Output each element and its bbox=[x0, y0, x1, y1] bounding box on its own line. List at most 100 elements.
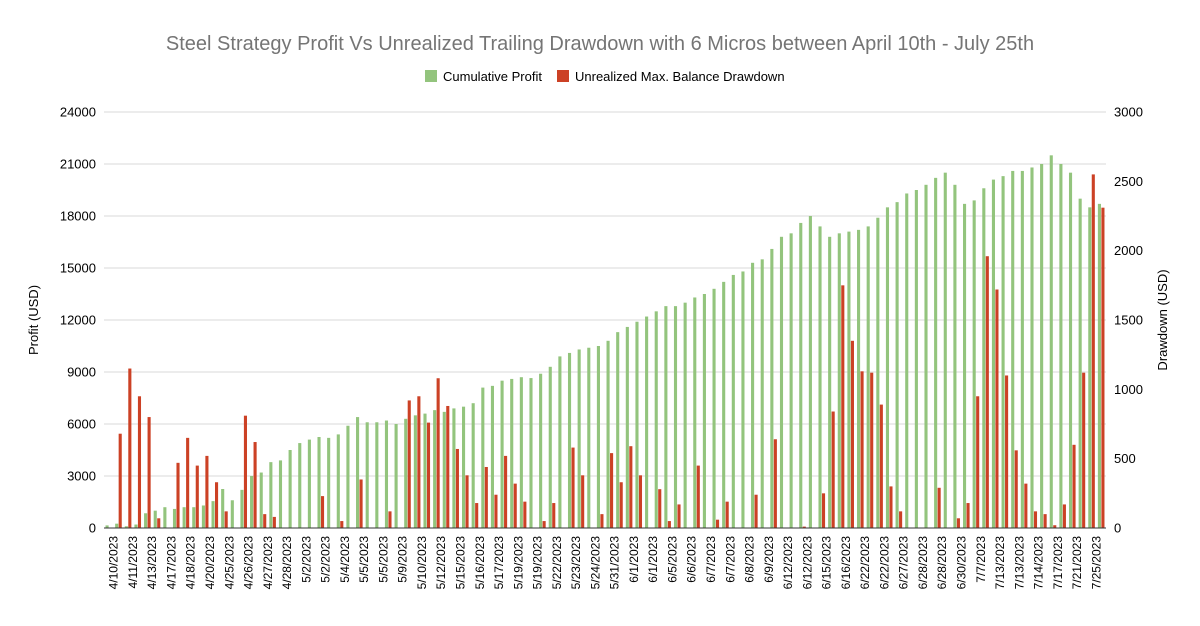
x-tick-label: 7/13/2023 bbox=[993, 536, 1007, 590]
bar-cumulative-profit bbox=[1068, 172, 1073, 528]
x-tick-label: 5/5/2023 bbox=[357, 536, 371, 583]
y-tick-label: 12000 bbox=[60, 313, 96, 328]
y-tick-label: 24000 bbox=[60, 105, 96, 120]
bar-drawdown bbox=[610, 453, 614, 528]
x-tick-label: 6/12/2023 bbox=[781, 536, 795, 590]
x-tick-label: 5/19/2023 bbox=[531, 536, 545, 590]
bar-cumulative-profit bbox=[144, 513, 148, 528]
bar-drawdown bbox=[128, 368, 132, 528]
x-tick-label: 6/27/2023 bbox=[897, 536, 911, 590]
bar-cumulative-profit bbox=[481, 387, 485, 528]
bar-drawdown bbox=[667, 521, 671, 528]
bar-drawdown bbox=[571, 447, 575, 528]
bar-drawdown bbox=[870, 372, 874, 528]
bar-cumulative-profit bbox=[876, 217, 880, 528]
bar-cumulative-profit bbox=[722, 281, 726, 528]
legend-swatch-cumulative-profit bbox=[425, 70, 437, 82]
bar-drawdown bbox=[677, 504, 681, 528]
bar-cumulative-profit bbox=[298, 443, 302, 528]
bar-cumulative-profit bbox=[365, 422, 369, 528]
bar-drawdown bbox=[976, 396, 980, 528]
bar-drawdown bbox=[831, 411, 835, 528]
bar-drawdown bbox=[513, 483, 517, 528]
chart-title: Steel Strategy Profit Vs Unrealized Trai… bbox=[166, 33, 1034, 55]
bar-drawdown bbox=[995, 289, 999, 528]
x-tick-label: 7/13/2023 bbox=[1012, 536, 1026, 590]
bar-cumulative-profit bbox=[163, 507, 167, 528]
y-tick-label: 21000 bbox=[60, 157, 96, 172]
y-tick-label: 6000 bbox=[67, 417, 96, 432]
x-tick-label: 7/17/2023 bbox=[1051, 536, 1065, 590]
bar-cumulative-profit bbox=[317, 437, 321, 528]
bar-drawdown bbox=[600, 514, 604, 528]
bar-cumulative-profit bbox=[741, 271, 745, 528]
bar-drawdown bbox=[552, 503, 556, 528]
bar-drawdown bbox=[1072, 444, 1076, 528]
bar-cumulative-profit bbox=[1020, 170, 1024, 528]
bar-cumulative-profit bbox=[683, 302, 687, 528]
bar-cumulative-profit bbox=[230, 500, 234, 528]
legend: Cumulative Profit Unrealized Max. Balanc… bbox=[425, 69, 785, 84]
x-tick-label: 5/15/2023 bbox=[454, 536, 468, 590]
bar-cumulative-profit bbox=[616, 332, 620, 528]
bar-cumulative-profit bbox=[394, 424, 398, 528]
x-tick-label: 7/14/2023 bbox=[1032, 536, 1046, 590]
bar-cumulative-profit bbox=[779, 236, 784, 529]
y2-tick-label: 0 bbox=[1114, 521, 1121, 536]
bar-drawdown bbox=[494, 494, 498, 528]
y-tick-label: 9000 bbox=[67, 365, 96, 380]
bar-cumulative-profit bbox=[278, 460, 283, 528]
x-tick-label: 4/25/2023 bbox=[222, 536, 236, 590]
bar-cumulative-profit bbox=[866, 226, 870, 528]
bar-cumulative-profit bbox=[490, 385, 495, 528]
x-tick-label: 7/21/2023 bbox=[1070, 536, 1084, 590]
bar-drawdown bbox=[985, 256, 989, 528]
bar-drawdown bbox=[186, 437, 190, 528]
x-tick-label: 5/17/2023 bbox=[492, 536, 506, 590]
x-tick-label: 4/20/2023 bbox=[203, 536, 217, 590]
x-tick-label: 5/10/2023 bbox=[415, 536, 429, 590]
legend-label-drawdown: Unrealized Max. Balance Drawdown bbox=[575, 69, 785, 84]
bar-drawdown bbox=[889, 486, 893, 528]
x-tick-label: 7/7/2023 bbox=[974, 536, 988, 583]
x-tick-label: 6/16/2023 bbox=[839, 536, 853, 590]
bar-drawdown bbox=[1101, 207, 1105, 528]
bar-drawdown bbox=[715, 519, 720, 528]
y2-axis-title: Drawdown (USD) bbox=[1155, 269, 1170, 370]
bar-drawdown bbox=[205, 455, 209, 528]
bar-cumulative-profit bbox=[510, 378, 514, 528]
bar-drawdown bbox=[754, 494, 758, 528]
bar-cumulative-profit bbox=[250, 476, 254, 528]
bar-cumulative-profit bbox=[182, 507, 186, 528]
bar-cumulative-profit bbox=[645, 316, 649, 528]
bar-drawdown bbox=[1053, 525, 1057, 528]
x-tick-label: 5/31/2023 bbox=[608, 536, 622, 590]
x-tick-label: 6/15/2023 bbox=[820, 536, 834, 590]
y2-tick-label: 2500 bbox=[1114, 174, 1143, 189]
bar-cumulative-profit bbox=[808, 216, 812, 528]
bar-cumulative-profit bbox=[982, 188, 986, 528]
bar-drawdown bbox=[475, 503, 479, 528]
x-tick-label: 6/22/2023 bbox=[858, 536, 872, 590]
y2-tick-label: 1500 bbox=[1114, 313, 1143, 328]
bar-cumulative-profit bbox=[433, 410, 437, 528]
x-tick-label: 6/6/2023 bbox=[685, 536, 699, 583]
bar-drawdown bbox=[407, 400, 411, 528]
bar-drawdown bbox=[956, 518, 960, 528]
bar-cumulative-profit bbox=[789, 233, 793, 529]
bar-cumulative-profit bbox=[423, 413, 427, 528]
bar-cumulative-profit bbox=[693, 297, 697, 528]
x-tick-label: 5/4/2023 bbox=[338, 536, 352, 583]
bar-cumulative-profit bbox=[837, 233, 841, 529]
bar-cumulative-profit bbox=[1001, 176, 1005, 528]
legend-swatch-drawdown bbox=[557, 70, 569, 82]
bar-cumulative-profit bbox=[346, 425, 350, 528]
bar-cumulative-profit bbox=[153, 510, 157, 528]
bar-cumulative-profit bbox=[124, 526, 128, 528]
bar-cumulative-profit bbox=[731, 274, 735, 528]
bar-cumulative-profit bbox=[847, 231, 851, 528]
bar-drawdown bbox=[253, 442, 257, 528]
bar-cumulative-profit bbox=[471, 403, 475, 528]
x-tick-label: 5/2/2023 bbox=[299, 536, 313, 583]
